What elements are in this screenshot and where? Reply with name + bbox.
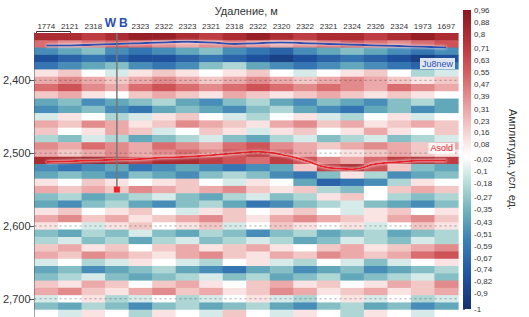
- svg-text:2320: 2320: [273, 22, 291, 31]
- svg-text:2322: 2322: [296, 22, 314, 31]
- svg-text:2324: 2324: [390, 22, 408, 31]
- svg-text:0,63: 0,63: [474, 56, 490, 65]
- svg-text:-0,74: -0,74: [474, 265, 493, 274]
- svg-text:-0,35: -0,35: [474, 205, 493, 214]
- svg-text:0,31: 0,31: [474, 105, 490, 114]
- svg-text:-0,67: -0,67: [474, 254, 493, 263]
- svg-text:0,88: 0,88: [474, 18, 490, 27]
- svg-text:2318: 2318: [84, 22, 102, 31]
- svg-text:2324: 2324: [343, 22, 361, 31]
- svg-text:2322: 2322: [155, 22, 173, 31]
- svg-text:2323: 2323: [179, 22, 197, 31]
- svg-text:-1: -1: [474, 305, 482, 314]
- svg-text:2321: 2321: [320, 22, 338, 31]
- svg-text:B: B: [119, 16, 128, 30]
- svg-text:0,47: 0,47: [474, 80, 490, 89]
- svg-text:0,39: 0,39: [474, 92, 490, 101]
- svg-text:Ju8new: Ju8new: [422, 59, 454, 69]
- svg-text:2,700: 2,700: [3, 293, 31, 305]
- svg-text:0,55: 0,55: [474, 68, 490, 77]
- svg-text:0,08: 0,08: [474, 140, 490, 149]
- svg-text:2,500: 2,500: [3, 147, 31, 159]
- svg-text:0,23: 0,23: [474, 117, 490, 126]
- svg-text:1697: 1697: [437, 22, 455, 31]
- svg-text:2323: 2323: [131, 22, 149, 31]
- svg-text:2322: 2322: [249, 22, 267, 31]
- svg-text:2326: 2326: [367, 22, 385, 31]
- svg-text:-0,18: -0,18: [474, 179, 493, 188]
- svg-text:2121: 2121: [61, 22, 79, 31]
- svg-text:Амплитуда, усл. ед.: Амплитуда, усл. ед.: [507, 109, 519, 210]
- svg-text:-0,9: -0,9: [474, 289, 488, 298]
- svg-text:W: W: [105, 16, 117, 30]
- svg-text:-0,27: -0,27: [474, 193, 493, 202]
- svg-text:0,16: 0,16: [474, 128, 490, 137]
- svg-text:1774: 1774: [37, 22, 55, 31]
- svg-text:-0,43: -0,43: [474, 218, 493, 227]
- svg-text:Asold: Asold: [430, 143, 453, 153]
- svg-text:0,96: 0,96: [474, 6, 490, 15]
- svg-text:2318: 2318: [226, 22, 244, 31]
- svg-text:2321: 2321: [202, 22, 220, 31]
- svg-text:2,400: 2,400: [3, 74, 31, 86]
- svg-text:0,71: 0,71: [474, 44, 490, 53]
- svg-text:-0,1: -0,1: [474, 167, 488, 176]
- svg-text:0,8: 0,8: [474, 30, 486, 39]
- svg-text:1973: 1973: [414, 22, 432, 31]
- svg-text:2,600: 2,600: [3, 220, 31, 232]
- svg-text:-0,51: -0,51: [474, 230, 493, 239]
- svg-text:-0,82: -0,82: [474, 277, 493, 286]
- svg-text:Удаление, м: Удаление, м: [215, 5, 278, 17]
- svg-text:-0,59: -0,59: [474, 242, 493, 251]
- svg-text:-0,02: -0,02: [474, 155, 493, 164]
